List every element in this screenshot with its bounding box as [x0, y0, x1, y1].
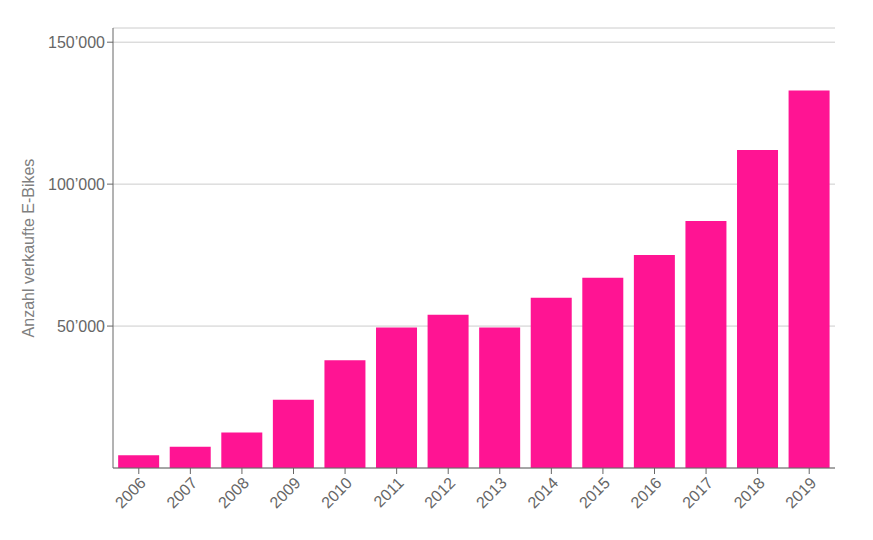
svg-text:50’000: 50’000 — [57, 318, 105, 335]
svg-text:2006: 2006 — [112, 474, 149, 511]
svg-text:2010: 2010 — [318, 474, 355, 511]
svg-text:2018: 2018 — [731, 474, 768, 511]
svg-text:2019: 2019 — [782, 474, 819, 511]
svg-text:2014: 2014 — [524, 474, 561, 511]
svg-text:2009: 2009 — [266, 474, 303, 511]
svg-text:2008: 2008 — [215, 474, 252, 511]
svg-text:2015: 2015 — [576, 474, 613, 511]
svg-text:2012: 2012 — [421, 474, 458, 511]
svg-text:2007: 2007 — [163, 474, 200, 511]
svg-text:2011: 2011 — [370, 474, 406, 510]
svg-text:Anzahl verkaufte E-Bikes: Anzahl verkaufte E-Bikes — [20, 159, 37, 338]
svg-text:150’000: 150’000 — [48, 34, 105, 51]
svg-text:2013: 2013 — [473, 474, 510, 511]
svg-text:100’000: 100’000 — [48, 176, 105, 193]
svg-text:2017: 2017 — [679, 474, 716, 511]
svg-text:2016: 2016 — [627, 474, 664, 511]
